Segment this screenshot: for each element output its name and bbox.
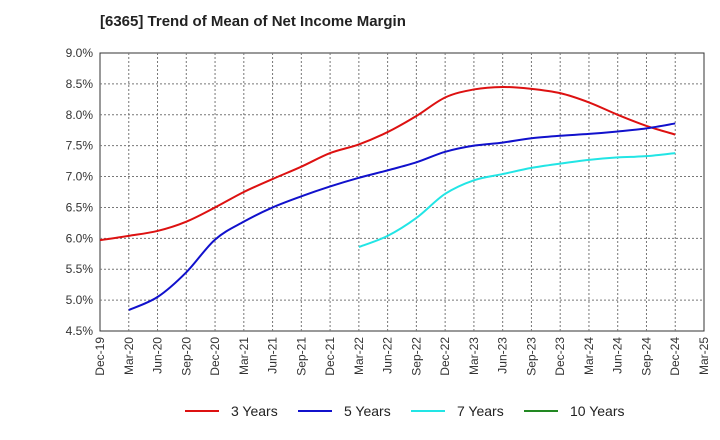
y-tick-label: 6.5% [66,200,94,214]
x-tick-label: Mar-24 [582,337,596,375]
x-tick-label: Dec-24 [668,337,682,376]
legend-item-0: 3 Years [185,403,278,419]
x-tick-label: Mar-23 [467,337,481,375]
y-tick-label: 7.0% [66,170,94,184]
x-tick-label: Mar-20 [122,337,136,375]
legend-item-2: 7 Years [411,403,504,419]
chart-legend: 3 Years 5 Years 7 Years 10 Years [0,403,720,427]
x-tick-label: Dec-21 [323,337,337,376]
x-tick-label: Dec-19 [93,337,107,376]
x-tick-label: Dec-22 [438,337,452,376]
x-tick-label: Sep-21 [294,337,308,376]
series-line-2 [358,152,676,248]
series-line-0 [99,85,676,242]
legend-label-0: 3 Years [231,403,278,419]
x-tick-label: Sep-24 [639,337,653,376]
x-tick-label: Dec-23 [553,337,567,376]
legend-label-3: 10 Years [570,403,625,419]
y-tick-label: 5.0% [66,293,94,307]
legend-label-2: 7 Years [457,403,504,419]
y-tick-label: 8.0% [66,108,94,122]
legend-swatch-3 [524,410,558,412]
x-tick-label: Jun-23 [496,337,510,374]
legend-swatch-1 [298,410,332,412]
legend-label-1: 5 Years [344,403,391,419]
y-tick-label: 4.5% [66,324,94,338]
y-tick-label: 6.0% [66,231,94,245]
plot-frame [99,52,705,332]
chart-title: [6365] Trend of Mean of Net Income Margi… [100,13,406,30]
y-tick-label: 7.5% [66,139,94,153]
y-tick-label: 5.5% [66,262,94,276]
x-tick-label: Dec-20 [208,337,222,376]
x-tick-label: Jun-21 [266,337,280,374]
legend-swatch-2 [411,410,445,412]
x-tick-label: Jun-24 [611,337,625,374]
legend-swatch-0 [185,410,219,412]
x-tick-label: Mar-21 [237,337,251,375]
x-tick-label: Sep-20 [179,337,193,376]
series-line-1 [128,122,676,311]
legend-item-1: 5 Years [298,403,391,419]
legend-item-3: 10 Years [524,403,625,419]
x-tick-label: Sep-22 [409,337,423,376]
y-tick-label: 8.5% [66,77,94,91]
x-tick-label: Jun-22 [381,337,395,374]
x-tick-label: Mar-25 [697,337,711,375]
x-tick-label: Mar-22 [352,337,366,375]
x-tick-label: Jun-20 [151,337,165,374]
y-tick-label: 9.0% [66,46,94,60]
x-tick-label: Sep-23 [524,337,538,376]
